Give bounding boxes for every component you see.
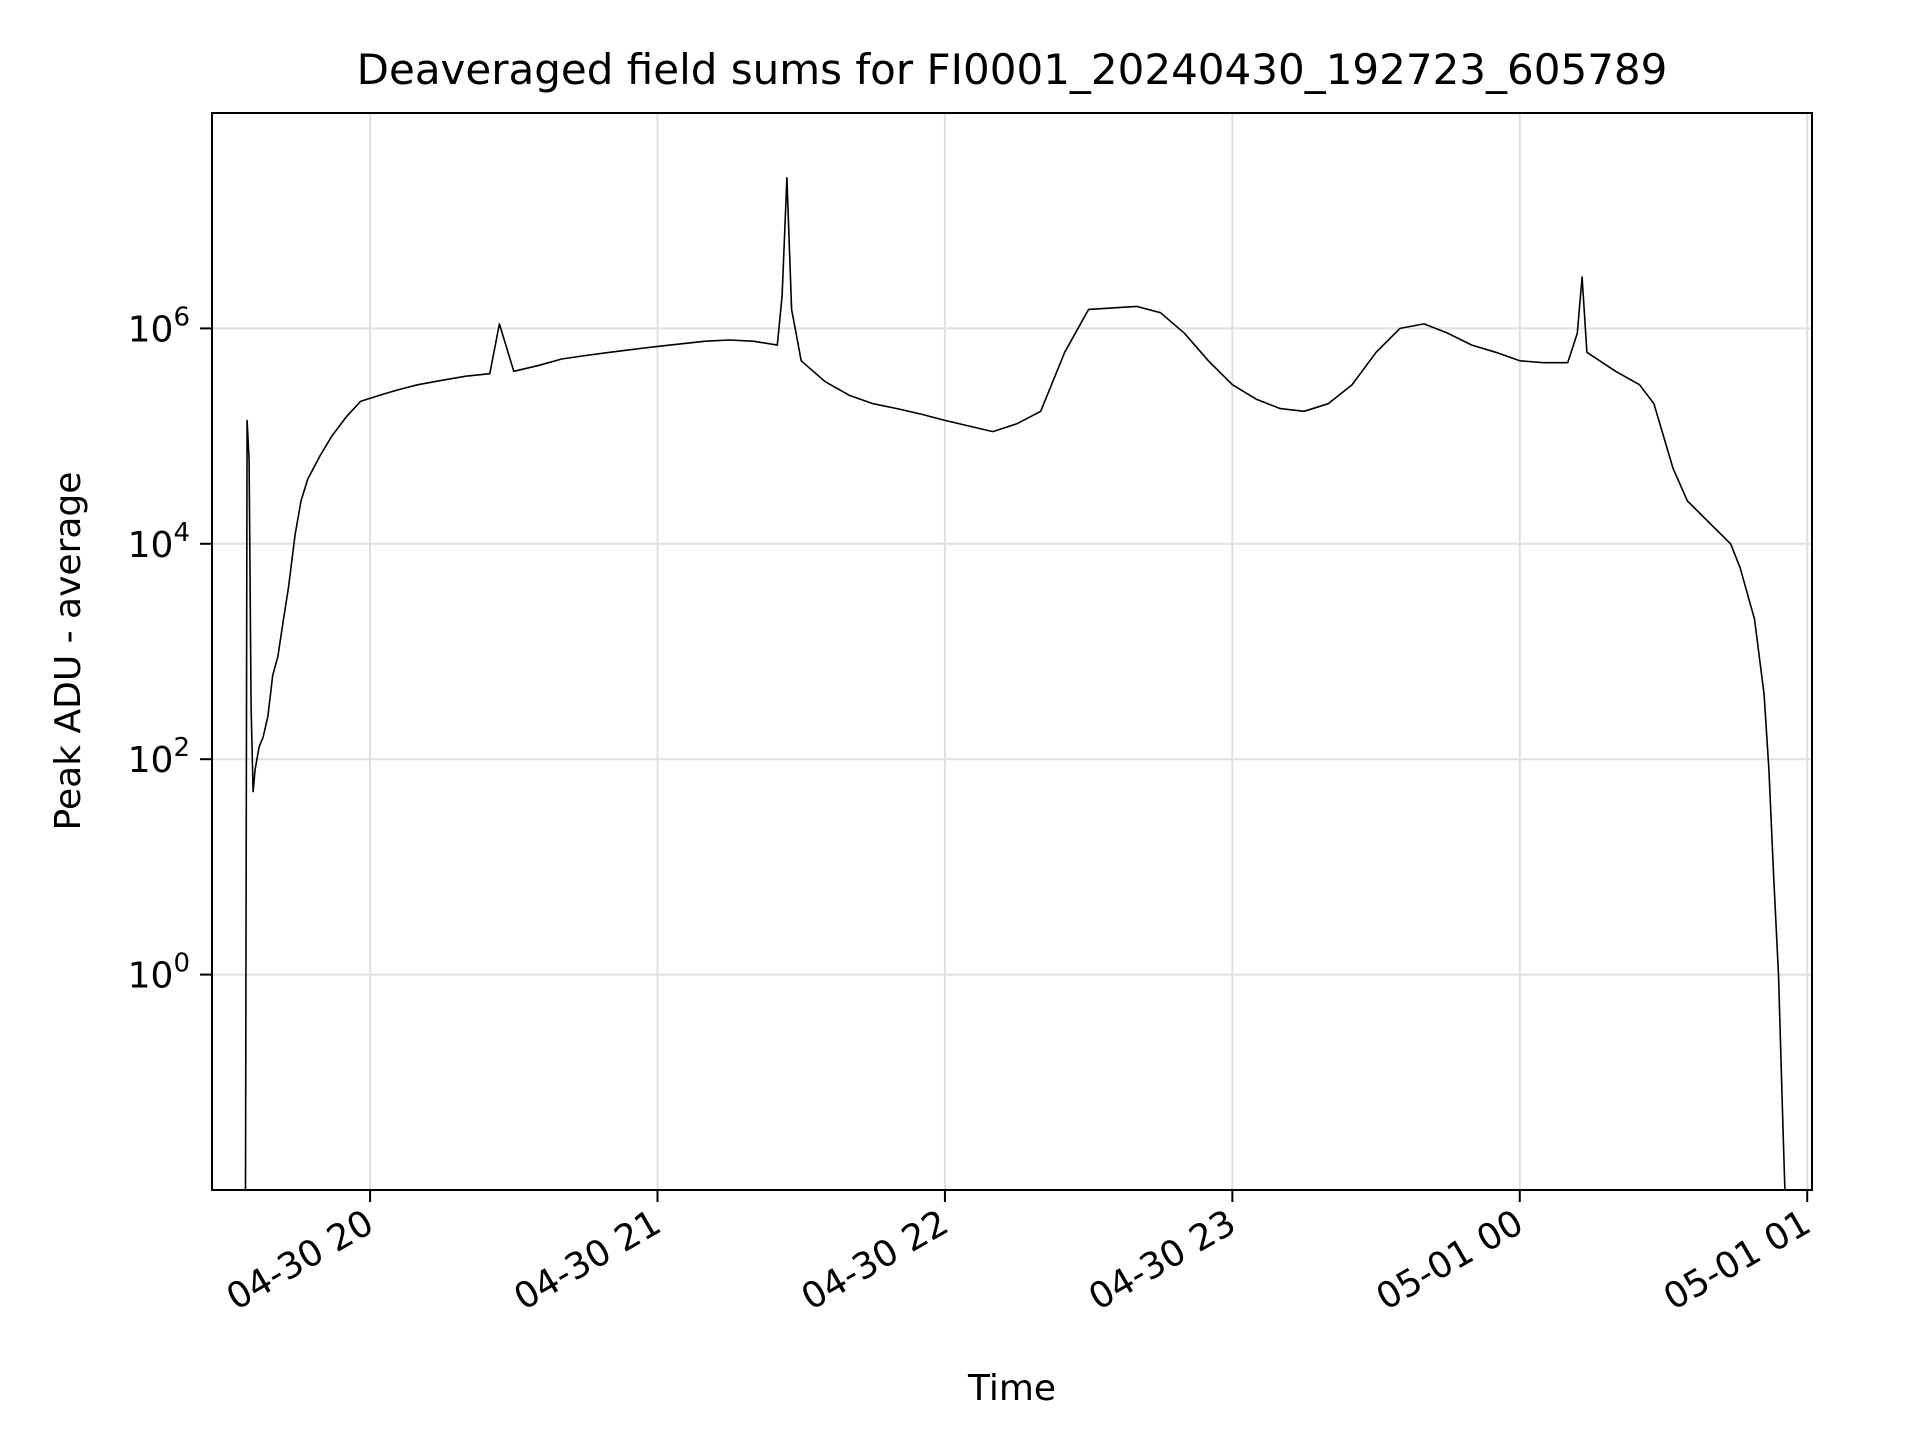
- y-axis-label: Peak ADU - average: [48, 472, 89, 831]
- y-tick-label: 106: [128, 302, 190, 350]
- x-axis-label: Time: [967, 1368, 1056, 1409]
- y-tick-label: 102: [128, 733, 190, 781]
- chart-title: Deaveraged field sums for FI0001_2024043…: [357, 45, 1668, 94]
- grid: [212, 113, 1812, 1190]
- y-tick-label-base: 10: [128, 956, 174, 997]
- y-tick-label-exponent: 4: [173, 518, 190, 548]
- y-tick-label-base: 10: [128, 309, 174, 350]
- series-line: [244, 177, 1786, 1191]
- y-tick-label-exponent: 6: [173, 302, 190, 332]
- y-tick-label-base: 10: [128, 740, 174, 781]
- y-tick-label-exponent: 2: [173, 733, 190, 763]
- plot-frame: [211, 112, 1813, 1191]
- y-tick-label: 100: [128, 949, 190, 997]
- y-tick-label-base: 10: [128, 525, 174, 566]
- y-tick-label: 104: [128, 518, 190, 566]
- data-series: [244, 177, 1786, 1191]
- y-tick-label-exponent: 0: [173, 949, 190, 979]
